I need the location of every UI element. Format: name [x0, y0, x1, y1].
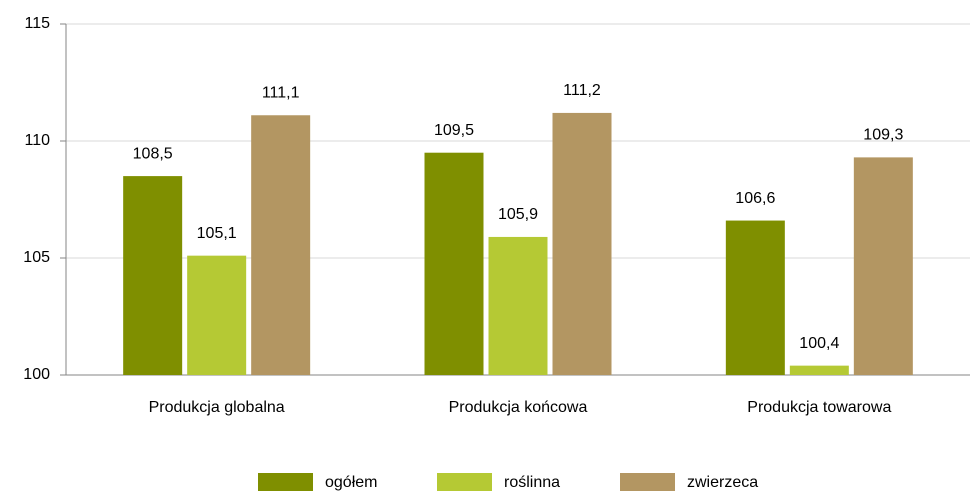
data-label: 106,6 — [735, 190, 775, 207]
legend-label: roślinna — [504, 474, 560, 491]
bar — [789, 365, 849, 375]
data-label: 109,3 — [863, 127, 903, 144]
legend-swatch — [620, 473, 675, 491]
bar — [488, 236, 548, 375]
legend-label: zwierzeca — [687, 474, 758, 491]
data-label: 109,5 — [434, 122, 474, 139]
legend-label: ogółem — [325, 474, 377, 491]
data-label: 105,1 — [197, 225, 237, 242]
bar — [725, 220, 785, 375]
legend-swatch — [258, 473, 313, 491]
data-label: 105,9 — [498, 206, 538, 223]
legend-swatch — [437, 473, 492, 491]
data-label: 111,1 — [262, 84, 300, 101]
data-label: 100,4 — [799, 335, 839, 352]
bar — [424, 152, 484, 375]
x-tick-label: Produkcja globalna — [149, 399, 285, 416]
data-label: 111,2 — [563, 82, 601, 99]
bar — [187, 255, 247, 375]
y-tick-label: 100 — [23, 366, 50, 383]
x-tick-label: Produkcja końcowa — [449, 399, 588, 416]
bar — [853, 157, 913, 375]
bar — [251, 115, 311, 375]
bar — [123, 176, 183, 375]
bar — [552, 112, 612, 376]
x-tick-label: Produkcja towarowa — [747, 399, 891, 416]
data-label: 108,5 — [133, 145, 173, 162]
y-tick-label: 105 — [23, 249, 50, 266]
y-tick-label: 110 — [24, 132, 50, 149]
y-tick-label: 115 — [24, 15, 50, 32]
